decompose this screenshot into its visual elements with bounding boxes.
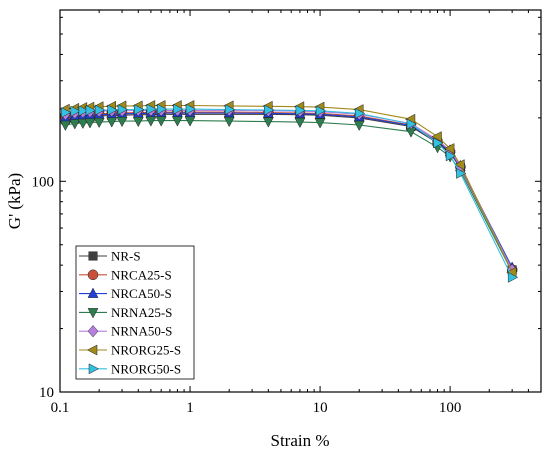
data-point bbox=[507, 271, 519, 283]
data-point bbox=[117, 104, 129, 115]
legend-marker bbox=[86, 344, 98, 356]
data-point bbox=[456, 167, 467, 179]
legend-label: NRCA50-S bbox=[111, 286, 172, 301]
data-point bbox=[262, 117, 274, 128]
data-point bbox=[69, 119, 81, 130]
data-point bbox=[116, 116, 128, 128]
legend-label: NRORG50-S bbox=[111, 361, 181, 376]
data-point bbox=[406, 118, 418, 130]
legend-label: NRNA50-S bbox=[111, 324, 172, 339]
legend-label: NRORG25-S bbox=[111, 343, 181, 358]
data-point bbox=[94, 104, 106, 116]
data-point bbox=[134, 104, 145, 115]
x-tick-label: 10 bbox=[313, 400, 328, 416]
data-point bbox=[145, 116, 157, 127]
data-point bbox=[315, 105, 327, 117]
legend-marker bbox=[87, 269, 99, 281]
data-point bbox=[433, 137, 444, 149]
data-point bbox=[70, 105, 81, 117]
data-point bbox=[184, 116, 196, 127]
x-tick-label: 1 bbox=[186, 400, 194, 416]
y-tick-label: 100 bbox=[32, 174, 55, 190]
legend-entry: NR-S bbox=[79, 249, 141, 264]
data-point bbox=[59, 120, 71, 132]
data-point bbox=[354, 107, 366, 119]
series-line bbox=[65, 112, 513, 268]
data-point bbox=[454, 159, 465, 171]
data-point bbox=[93, 117, 105, 129]
legend-entry: NRORG25-S bbox=[79, 343, 181, 358]
data-point bbox=[77, 118, 89, 130]
data-point bbox=[353, 120, 365, 132]
x-axis-title: Strain % bbox=[270, 431, 329, 450]
legend-entry: NRCA50-S bbox=[79, 286, 172, 301]
data-point bbox=[224, 104, 236, 115]
x-tick-label: 0.1 bbox=[51, 400, 70, 416]
plot-frame bbox=[59, 9, 542, 393]
legend-label: NRCA25-S bbox=[111, 267, 172, 282]
legend-entry: NRCA25-S bbox=[79, 267, 172, 282]
data-point bbox=[444, 143, 455, 154]
legend-label: NR-S bbox=[111, 249, 141, 264]
data-point bbox=[106, 117, 118, 128]
x-tick-label: 100 bbox=[439, 400, 462, 416]
data-point bbox=[223, 116, 235, 128]
data-point bbox=[314, 118, 326, 129]
plot-series bbox=[59, 100, 519, 283]
legend-entry: NRORG50-S bbox=[79, 361, 181, 376]
data-point bbox=[85, 104, 97, 116]
data-point bbox=[431, 131, 442, 142]
data-point bbox=[445, 150, 457, 162]
legend: NR-S NRCA25-S NRCA50-S NRNA25-S NRNA50-S NROR… bbox=[75, 245, 195, 380]
y-axis-title: G' (kPa) bbox=[5, 173, 24, 229]
legend-label: NRNA25-S bbox=[111, 305, 172, 320]
data-point bbox=[84, 118, 96, 129]
legend-marker bbox=[87, 325, 99, 338]
data-point bbox=[294, 117, 306, 129]
data-point bbox=[156, 103, 168, 115]
data-point bbox=[132, 116, 144, 128]
series-line bbox=[65, 120, 513, 273]
data-point bbox=[146, 103, 157, 115]
legend-marker bbox=[88, 363, 100, 375]
data-point bbox=[107, 104, 118, 116]
legend-marker bbox=[87, 308, 99, 319]
data-point bbox=[185, 103, 197, 115]
data-point bbox=[61, 107, 72, 118]
data-point bbox=[172, 116, 183, 127]
legend-marker bbox=[88, 251, 98, 261]
legend-marker bbox=[87, 287, 99, 298]
series-NRORG50-S bbox=[61, 103, 519, 283]
y-tick-label: 10 bbox=[39, 385, 54, 401]
data-point bbox=[78, 105, 89, 117]
legend-entry: NRNA50-S bbox=[79, 324, 172, 339]
data-point bbox=[264, 104, 275, 116]
data-point bbox=[155, 116, 167, 127]
data-point bbox=[173, 103, 184, 115]
legend-entry: NRNA25-S bbox=[79, 305, 172, 320]
data-point bbox=[295, 104, 306, 116]
